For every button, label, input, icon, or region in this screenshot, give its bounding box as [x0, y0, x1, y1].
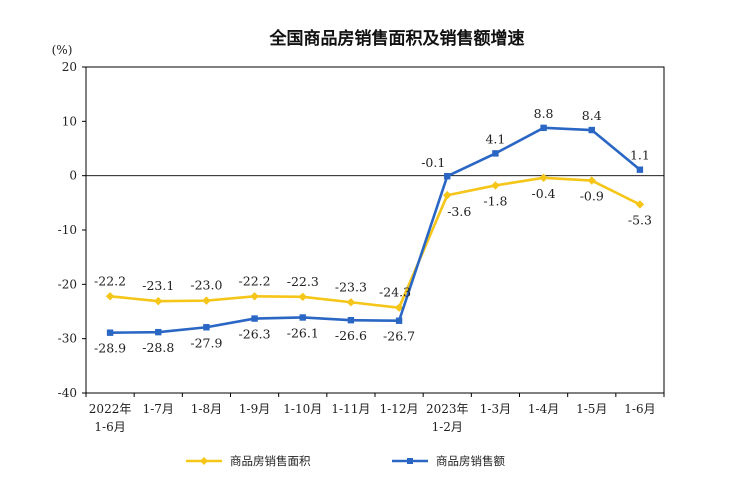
- series-1-data-label: -5.3: [628, 212, 652, 227]
- x-tick-label: 1-12月: [380, 402, 419, 416]
- series-2-data-label: -26.6: [335, 328, 367, 343]
- series-1-point: [202, 296, 211, 305]
- y-axis: 20 10 0 -10 -20 -30 -40: [58, 60, 86, 400]
- x-tick-label: 1-10月: [283, 402, 322, 416]
- series-line-1: [109, 176, 641, 309]
- y-tick-label: -20: [58, 277, 77, 291]
- series-line-2: [110, 126, 641, 334]
- legend-marker-square: [407, 458, 413, 464]
- series-1-data-label: -22.2: [239, 273, 271, 288]
- series-1-data-label: -23.1: [142, 278, 174, 293]
- y-tick-label: 10: [62, 114, 77, 128]
- series-1-point: [539, 173, 548, 183]
- series-1-data-label: -0.9: [580, 189, 604, 204]
- series-1-data-label: -3.6: [447, 204, 471, 219]
- y-tick-label: 20: [62, 60, 77, 74]
- x-tick-label: 1-8月: [191, 402, 222, 416]
- y-axis-unit: (%): [52, 43, 73, 57]
- series-1-data-label: -23.0: [190, 278, 222, 293]
- legend-marker-diamond: [200, 457, 208, 465]
- series-1-point: [635, 200, 645, 209]
- series-2-data-label: -26.7: [383, 329, 415, 344]
- series-2-data-label: -26.3: [239, 327, 271, 342]
- x-tick-label: 1-5月: [576, 402, 607, 416]
- series-2-data-label: -26.1: [287, 325, 319, 340]
- series-1-data-label: -22.3: [287, 274, 319, 289]
- series-2-point: [636, 166, 644, 173]
- legend-label-1: 商品房销售面积: [230, 454, 311, 468]
- series-2-point: [299, 314, 306, 321]
- series-1-point: [154, 296, 163, 306]
- series-2-data-label: 1.1: [630, 148, 650, 163]
- series-2-point: [540, 124, 547, 132]
- legend: 商品房销售面积 商品房销售额: [186, 454, 505, 468]
- series-1-point: [491, 181, 500, 190]
- series-1-point: [105, 292, 115, 301]
- series-2-data-label: -0.1: [421, 155, 445, 170]
- y-tick-label: -30: [58, 332, 77, 346]
- data-labels: -22.2 -28.9 -23.1 -28.8 -23.0 -27.9 -22.2 -26.3…: [94, 106, 652, 356]
- series-1-data-label: -1.8: [483, 193, 507, 208]
- x-tick-label: 1-9月: [239, 402, 270, 416]
- series-1-data-label: -23.3: [335, 279, 367, 294]
- series-2-point: [155, 328, 162, 336]
- series-1-point: [298, 292, 307, 302]
- series-1-point: [443, 191, 452, 200]
- x-tick-label: 2022年: [89, 402, 132, 416]
- series-2-data-label: -28.8: [142, 340, 174, 355]
- x-tick-label: 1-3月: [480, 402, 511, 416]
- chart-title: 全国商品房销售面积及销售额增速: [269, 28, 525, 49]
- series-layer: [105, 124, 645, 336]
- legend-label-2: 商品房销售额: [436, 454, 505, 468]
- series-2-point: [106, 329, 114, 336]
- series-2-point: [395, 317, 403, 324]
- x-axis: 2022年 1-6月 1-7月 1-8月 1-9月 1-10月 1-11月 1-12月 2023…: [85, 393, 665, 434]
- series-1-point: [394, 303, 404, 312]
- series-2-data-label: 8.8: [534, 106, 554, 121]
- series-2-data-label: -28.9: [94, 341, 126, 356]
- y-tick-label: 0: [69, 169, 77, 183]
- x-tick-label: 1-7月: [143, 402, 174, 416]
- series-2-point: [444, 173, 451, 180]
- series-2-point: [588, 126, 595, 134]
- series-1-point: [346, 298, 356, 307]
- series-2-point: [347, 316, 355, 324]
- series-1-data-label: -0.4: [532, 186, 556, 201]
- series-1-point: [250, 292, 259, 301]
- series-2-point: [251, 315, 258, 322]
- series-1-data-label: -24.3: [379, 285, 411, 300]
- y-tick-label: -40: [58, 386, 77, 400]
- x-tick-label-line2: 1-6月: [94, 420, 125, 434]
- series-2-point: [203, 324, 210, 331]
- series-2-data-label: -27.9: [190, 335, 222, 350]
- x-tick-label: 1-11月: [331, 402, 370, 416]
- y-tick-label: -10: [58, 223, 77, 237]
- x-tick-label: 1-6月: [624, 402, 655, 416]
- series-2-data-label: 4.1: [485, 131, 505, 146]
- series-1-data-label: -22.2: [94, 273, 126, 288]
- series-2-point: [492, 150, 499, 157]
- x-tick-label-line2: 1-2月: [432, 420, 463, 434]
- x-tick-label: 2023年: [426, 402, 469, 416]
- series-1-point: [587, 176, 596, 185]
- series-2-data-label: 8.4: [582, 108, 602, 123]
- x-tick-label: 1-4月: [528, 402, 559, 416]
